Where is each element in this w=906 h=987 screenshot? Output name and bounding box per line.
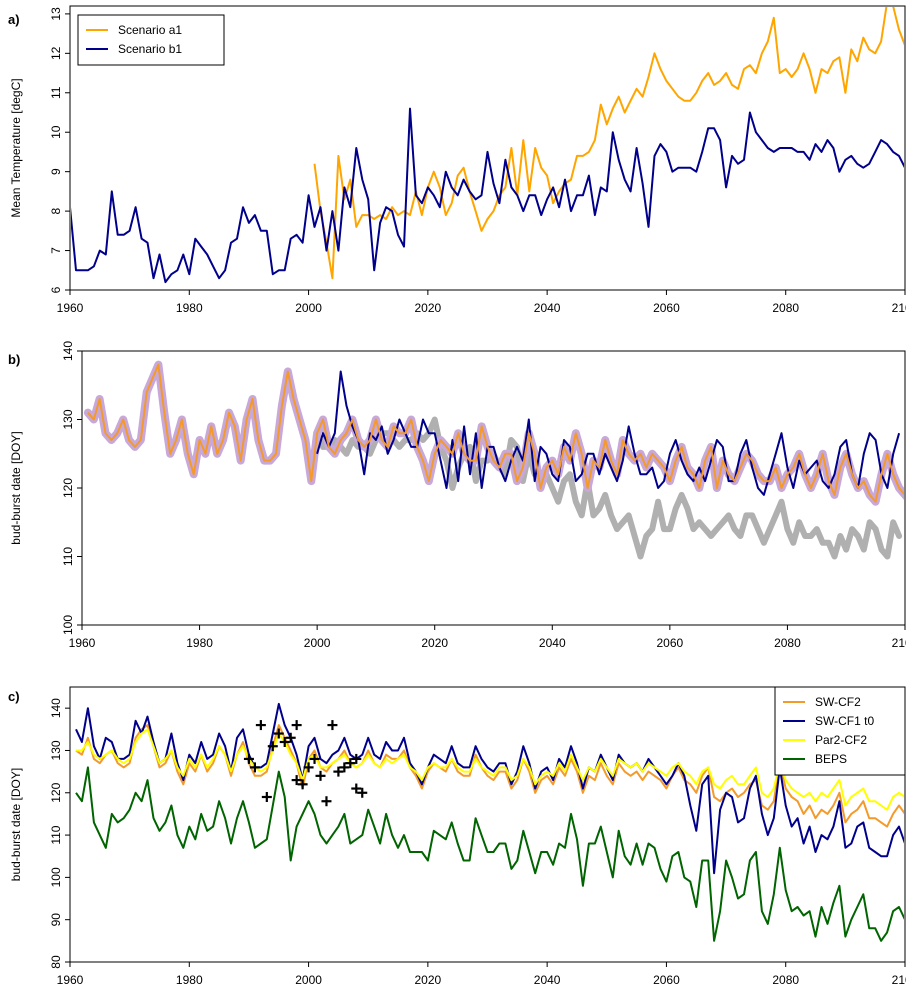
- panel-label: b): [8, 352, 20, 367]
- y-tick-label: 80: [49, 955, 63, 969]
- y-tick-label: 13: [49, 7, 63, 21]
- observation-marker: [297, 779, 308, 790]
- legend-label: BEPS: [815, 752, 847, 766]
- panel-label: a): [8, 12, 20, 27]
- observation-marker: [255, 720, 266, 731]
- x-tick-label: 2020: [421, 636, 448, 650]
- series-line: [313, 7, 904, 280]
- y-tick-label: 140: [49, 698, 63, 718]
- x-tick-label: 2000: [295, 973, 322, 987]
- legend-label: Par2-CF2: [815, 733, 867, 747]
- observation-marker: [285, 732, 296, 743]
- x-tick-label: 2080: [772, 973, 799, 987]
- y-tick-label: 100: [61, 615, 75, 635]
- observation-marker: [345, 758, 356, 769]
- legend-label: Scenario b1: [118, 42, 182, 56]
- y-tick-label: 8: [49, 207, 63, 214]
- panel-1: a) Mean Temperature [degC] 1960 1980 2000 202…: [8, 5, 906, 315]
- y-tick-label: 9: [49, 168, 63, 175]
- plot-area: [75, 702, 904, 942]
- legend-box: [77, 14, 225, 66]
- observation-marker: [351, 783, 362, 794]
- observation-marker: [249, 762, 260, 773]
- series-line: [87, 363, 904, 503]
- x-tick-label: 2080: [774, 636, 801, 650]
- observation-marker: [357, 787, 368, 798]
- plot-area: [83, 360, 904, 560]
- x-tick-label: 1960: [57, 973, 84, 987]
- observation-marker: [273, 728, 284, 739]
- x-tick-label: 2060: [653, 301, 680, 315]
- x-tick-label: 2020: [415, 973, 442, 987]
- plot-area: [71, 7, 904, 284]
- x-tick-label: 2060: [653, 973, 680, 987]
- observation-marker: [267, 741, 278, 752]
- y-tick-label: 11: [49, 86, 63, 99]
- observation-marker: [261, 792, 272, 802]
- series-line: [75, 702, 904, 875]
- y-tick-label: 140: [61, 341, 75, 361]
- x-tick-label: 2060: [657, 636, 684, 650]
- series-line: [76, 728, 904, 811]
- y-tick-label: 130: [49, 740, 63, 760]
- x-tick-label: 2100: [892, 301, 906, 315]
- legend: SW-CF2 SW-CF1 t0 Par2-CF2 BEPS: [774, 686, 906, 776]
- y-tick-label: 10: [49, 125, 63, 139]
- observation-marker: [279, 737, 290, 747]
- x-tick-label: 1980: [186, 636, 213, 650]
- x-tick-label: 1980: [176, 973, 203, 987]
- observation-marker: [321, 796, 332, 807]
- x-tick-label: 1980: [176, 301, 203, 315]
- legend-label: SW-CF2: [815, 695, 861, 709]
- panel-2: b) bud-burst date [DOY] 1960 1980 2000 2020 20…: [8, 341, 906, 650]
- plot-frame: [69, 686, 906, 963]
- series-line: [75, 766, 904, 942]
- observation-marker: [291, 775, 302, 786]
- y-tick-label: 110: [49, 825, 63, 844]
- legend: Scenario a1 Scenario b1: [77, 14, 225, 66]
- y-tick-label: 6: [49, 286, 63, 293]
- y-tick-label: 7: [49, 247, 63, 254]
- x-tick-label: 2040: [539, 636, 566, 650]
- y-tick-label: 12: [49, 46, 63, 60]
- x-tick-label: 2100: [892, 973, 906, 987]
- series-line: [71, 107, 904, 284]
- x-tick-label: 2040: [534, 301, 561, 315]
- x-tick-label: 2000: [295, 301, 322, 315]
- observation-marker: [339, 762, 350, 773]
- observation-marker: [351, 753, 362, 764]
- y-axis-label: Mean Temperature [degC]: [9, 78, 23, 217]
- x-tick-label: 2000: [304, 636, 331, 650]
- observation-marker: [243, 753, 254, 764]
- y-tick-label: 90: [49, 913, 63, 927]
- y-tick-label: 110: [61, 547, 75, 566]
- observation-marker: [303, 762, 314, 773]
- observation-marker: [309, 753, 320, 764]
- x-tick-label: 2020: [415, 301, 442, 315]
- y-tick-label: 130: [61, 409, 75, 429]
- observation-marker: [291, 720, 302, 731]
- y-tick-label: 120: [49, 782, 63, 802]
- observation-marker: [333, 766, 344, 777]
- observation-marker: [327, 720, 338, 731]
- y-axis-label: bud-burst date [DOY]: [9, 768, 23, 881]
- x-tick-label: 1960: [69, 636, 96, 650]
- x-tick-label: 2040: [534, 973, 561, 987]
- plot-frame: [69, 5, 906, 291]
- x-tick-label: 2080: [772, 301, 799, 315]
- legend-label: SW-CF1 t0: [815, 714, 874, 728]
- x-tick-label: 1960: [57, 301, 84, 315]
- legend-label: Scenario a1: [118, 23, 182, 37]
- panel-3: c) bud-burst date [DOY] 1960 1980 2000 2020 20…: [8, 686, 906, 987]
- y-tick-label: 120: [61, 478, 75, 498]
- y-tick-label: 100: [49, 867, 63, 887]
- observation-marker: [315, 770, 326, 781]
- y-axis-label: bud-burst date [DOY]: [9, 431, 23, 544]
- panel-label: c): [8, 689, 20, 704]
- x-tick-label: 2100: [892, 636, 906, 650]
